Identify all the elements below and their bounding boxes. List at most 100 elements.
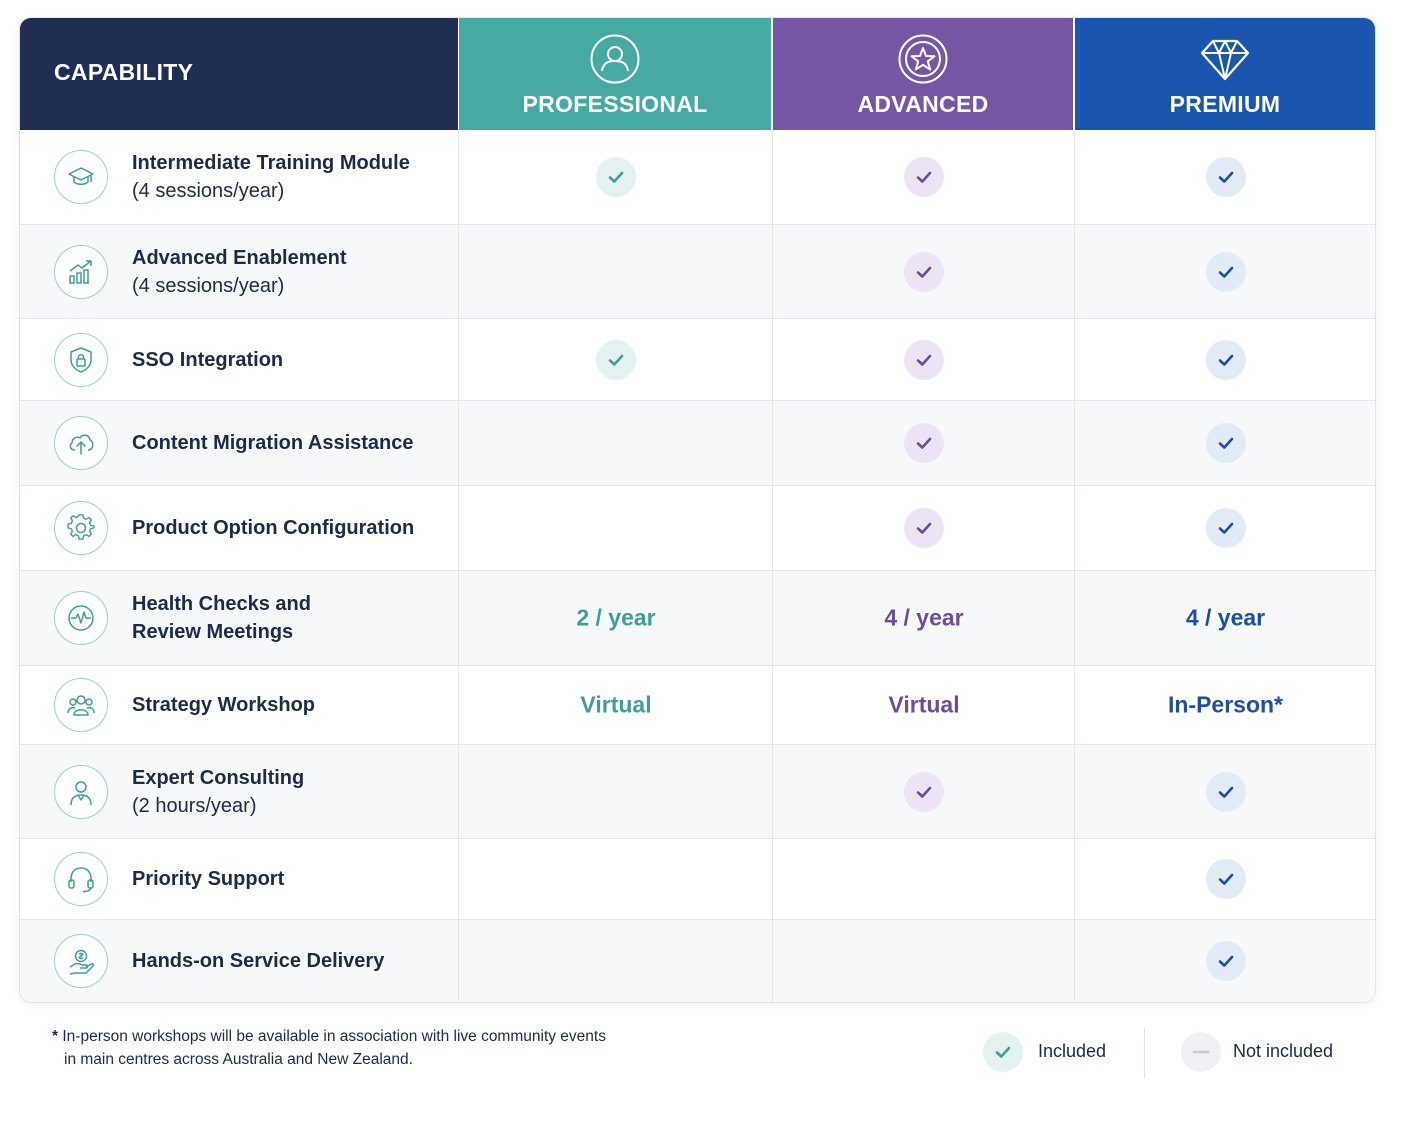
cell-premium <box>1074 920 1375 1002</box>
capability-subtitle: (2 hours/year) <box>132 794 257 817</box>
cell-premium <box>1074 401 1375 485</box>
capability-cell: Content Migration Assistance <box>20 401 458 485</box>
capability-title: Health Checks and <box>132 593 311 615</box>
capability-text: SSO Integration <box>132 346 283 374</box>
table-row: Product Option Configuration <box>20 485 1375 570</box>
cell-advanced <box>772 839 1075 919</box>
capability-text: Expert Consulting (2 hours/year) <box>132 764 304 820</box>
cell-professional: 2 / year <box>458 571 773 665</box>
capability-text: Health Checks and Review Meetings <box>132 590 311 646</box>
consultant-icon <box>54 764 108 819</box>
capability-cell: SSO Integration <box>20 319 458 400</box>
cell-professional <box>458 319 773 400</box>
cell-professional <box>458 486 773 570</box>
comparison-table: CAPABILITY PROFESSIONAL ADVANCED PREMIUM… <box>19 17 1376 1003</box>
capability-text: Hands-on Service Delivery <box>132 947 384 975</box>
cell-value: 4 / year <box>1185 604 1266 631</box>
capability-text: Product Option Configuration <box>132 514 414 542</box>
check-icon <box>904 339 944 380</box>
capability-title: Content Migration Assistance <box>132 432 414 454</box>
growth-chart-icon <box>54 244 108 299</box>
tier-label-premium: PREMIUM <box>1169 91 1281 117</box>
check-icon <box>1205 251 1246 292</box>
cell-value: In-Person* <box>1167 691 1284 718</box>
capability-subtitle: Review Meetings <box>132 621 294 643</box>
capability-text: Strategy Workshop <box>132 691 315 719</box>
table-row: Expert Consulting (2 hours/year) <box>20 744 1375 838</box>
capability-title: Advanced Enablement <box>132 246 347 269</box>
capability-title: Intermediate Training Module <box>132 152 410 174</box>
cloud-upload-icon <box>54 416 108 470</box>
capability-subtitle: (4 sessions/year) <box>132 274 285 297</box>
footnote-line-2: in main centres across Australia and New… <box>64 1051 413 1068</box>
table-row: Hands-on Service Delivery <box>20 919 1375 1002</box>
legend-not-included-label: Not included <box>1233 1041 1334 1061</box>
capability-cell: Priority Support <box>20 839 458 919</box>
check-icon <box>1205 157 1246 197</box>
check-icon <box>904 508 944 548</box>
cell-premium <box>1074 319 1375 400</box>
legend-check-icon <box>983 1032 1023 1072</box>
capability-cell: Health Checks and Review Meetings <box>20 571 458 665</box>
cell-advanced <box>772 225 1075 318</box>
check-icon <box>904 771 944 812</box>
gear-icon <box>54 501 108 555</box>
check-icon <box>596 339 636 380</box>
shield-lock-icon <box>54 332 108 387</box>
heartbeat-icon <box>54 591 108 645</box>
capability-title: Product Option Configuration <box>132 517 415 539</box>
cell-professional <box>458 745 773 838</box>
capability-header: CAPABILITY <box>20 18 458 130</box>
capability-title: SSO Integration <box>132 348 284 371</box>
legend-dash-icon <box>1181 1032 1221 1072</box>
cell-premium <box>1074 486 1375 570</box>
cell-premium <box>1074 225 1375 318</box>
check-icon <box>1205 339 1246 380</box>
cell-advanced <box>772 401 1075 485</box>
capability-text: Intermediate Training Module (4 sessions/… <box>132 149 410 205</box>
cell-advanced <box>772 745 1075 838</box>
table-row: Content Migration Assistance <box>20 400 1375 485</box>
table-row: Advanced Enablement (4 sessions/year) <box>20 224 1375 318</box>
legend-included-label: Included <box>1038 1041 1107 1061</box>
cell-professional <box>458 401 773 485</box>
check-icon <box>904 251 944 292</box>
check-icon <box>904 423 944 463</box>
cell-professional <box>458 839 773 919</box>
cell-professional <box>458 225 773 318</box>
capability-cell: Expert Consulting (2 hours/year) <box>20 745 458 838</box>
check-icon <box>904 157 944 197</box>
table-row: Health Checks and Review Meetings 2 / year… <box>20 570 1375 665</box>
tier-label-advanced: ADVANCED <box>857 91 989 117</box>
capability-cell: Hands-on Service Delivery <box>20 920 458 1002</box>
cell-value: 4 / year <box>884 604 964 631</box>
group-icon <box>54 678 108 732</box>
tier-header-premium: PREMIUM <box>1075 18 1375 130</box>
capability-cell: Strategy Workshop <box>20 666 458 744</box>
headset-icon <box>54 852 108 906</box>
table-row: Priority Support <box>20 838 1375 919</box>
cell-advanced: Virtual <box>772 666 1075 744</box>
cell-professional: Virtual <box>458 666 773 744</box>
person-icon <box>589 33 641 85</box>
cell-advanced <box>772 319 1075 400</box>
capability-text: Priority Support <box>132 865 284 893</box>
cell-advanced <box>772 920 1075 1002</box>
capability-text: Content Migration Assistance <box>132 429 414 457</box>
table-row: Intermediate Training Module (4 sessions/… <box>20 130 1375 224</box>
check-icon <box>1205 859 1246 899</box>
check-icon <box>596 157 636 197</box>
check-icon <box>1205 771 1246 812</box>
cell-premium: In-Person* <box>1074 666 1375 744</box>
capability-title: Hands-on Service Delivery <box>132 950 385 972</box>
cell-professional <box>458 130 773 224</box>
graduation-cap-icon <box>54 150 108 204</box>
cell-value: Virtual <box>888 691 960 718</box>
cell-value: Virtual <box>580 691 652 718</box>
tier-header-professional: PROFESSIONAL <box>459 18 771 130</box>
cell-premium: 4 / year <box>1074 571 1375 665</box>
hand-service-icon <box>54 934 108 988</box>
cell-premium <box>1074 130 1375 224</box>
capability-title: Priority Support <box>132 868 285 890</box>
capability-cell: Advanced Enablement (4 sessions/year) <box>20 225 458 318</box>
